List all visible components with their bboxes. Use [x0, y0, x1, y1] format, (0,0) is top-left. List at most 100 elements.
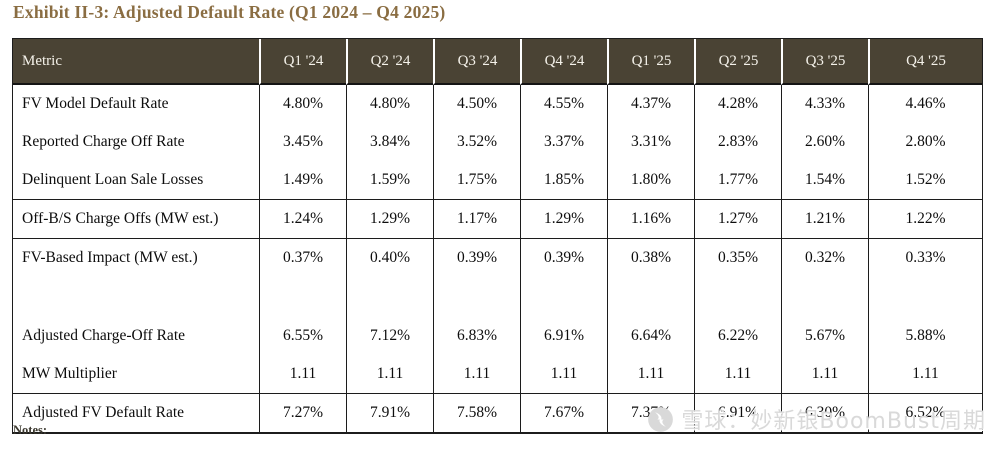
- value-cell: 6.52%: [868, 394, 982, 433]
- xueqiu-snowball-logo-icon: [647, 406, 674, 433]
- value-cell: 4.46%: [868, 85, 982, 123]
- value-cell: 6.91%: [520, 317, 607, 355]
- table-row: Reported Charge Off Rate 3.45% 3.84% 3.52% 3…: [13, 123, 982, 161]
- value-cell: 1.29%: [520, 200, 607, 239]
- value-cell: 1.24%: [259, 200, 346, 239]
- value-cell: 2.60%: [781, 123, 868, 161]
- value-cell: 6.55%: [259, 317, 346, 355]
- column-header-q4-24: Q4 '24: [520, 39, 607, 85]
- metric-cell: Reported Charge Off Rate: [13, 123, 259, 161]
- value-cell: [694, 277, 781, 317]
- column-header-q1-25: Q1 '25: [607, 39, 694, 85]
- value-cell: 6.83%: [433, 317, 520, 355]
- value-cell: 1.49%: [259, 161, 346, 200]
- value-cell: 0.35%: [694, 239, 781, 277]
- value-cell: [520, 277, 607, 317]
- value-cell: 1.52%: [868, 161, 982, 200]
- value-cell: 1.54%: [781, 161, 868, 200]
- value-cell: 3.45%: [259, 123, 346, 161]
- value-cell: 7.91%: [346, 394, 433, 433]
- metric-cell: FV-Based Impact (MW est.): [13, 239, 259, 277]
- watermark-text: 雪球：妙新银BoomBust周期: [681, 409, 986, 434]
- value-cell: 4.33%: [781, 85, 868, 123]
- table-body: FV Model Default Rate 4.80% 4.80% 4.50% 4.55…: [13, 85, 982, 433]
- header-row: Metric Q1 '24 Q2 '24 Q3 '24 Q4 '24 Q1 '2…: [13, 39, 982, 85]
- spacer-row: [13, 277, 982, 317]
- column-header-q1-24: Q1 '24: [259, 39, 346, 85]
- value-cell: 0.39%: [433, 239, 520, 277]
- value-cell: 1.29%: [346, 200, 433, 239]
- column-header-q3-24: Q3 '24: [433, 39, 520, 85]
- value-cell: 7.12%: [346, 317, 433, 355]
- page-title: Exhibit II-3: Adjusted Default Rate (Q1 …: [13, 2, 446, 22]
- value-cell: 1.11: [781, 355, 868, 394]
- value-cell: 1.80%: [607, 161, 694, 200]
- value-cell: 1.77%: [694, 161, 781, 200]
- value-cell: 4.55%: [520, 85, 607, 123]
- value-cell: 1.11: [694, 355, 781, 394]
- table-row: Off-B/S Charge Offs (MW est.) 1.24% 1.29% 1…: [13, 200, 982, 239]
- value-cell: 1.59%: [346, 161, 433, 200]
- value-cell: 6.22%: [694, 317, 781, 355]
- value-cell: 1.27%: [694, 200, 781, 239]
- table-row: FV Model Default Rate 4.80% 4.80% 4.50% 4.55…: [13, 85, 982, 123]
- value-cell: 1.11: [346, 355, 433, 394]
- value-cell: 2.80%: [868, 123, 982, 161]
- value-cell: 0.37%: [259, 239, 346, 277]
- value-cell: 4.28%: [694, 85, 781, 123]
- column-header-q2-24: Q2 '24: [346, 39, 433, 85]
- value-cell: 1.11: [520, 355, 607, 394]
- metric-cell: MW Multiplier: [13, 355, 259, 394]
- value-cell: 0.33%: [868, 239, 982, 277]
- value-cell: 1.85%: [520, 161, 607, 200]
- table-row: Adjusted Charge-Off Rate 6.55% 7.12% 6.83% 6…: [13, 317, 982, 355]
- value-cell: 1.11: [607, 355, 694, 394]
- value-cell: 5.88%: [868, 317, 982, 355]
- value-cell: 4.80%: [346, 85, 433, 123]
- metric-cell: Adjusted FV Default Rate: [13, 394, 259, 433]
- adjusted-default-rate-table: Metric Q1 '24 Q2 '24 Q3 '24 Q4 '24 Q1 '2…: [12, 38, 983, 434]
- value-cell: 3.31%: [607, 123, 694, 161]
- value-cell: 1.11: [433, 355, 520, 394]
- value-cell: [346, 277, 433, 317]
- value-cell: 3.52%: [433, 123, 520, 161]
- table-row: MW Multiplier 1.11 1.11 1.11 1.11 1.11 1.11 1.1…: [13, 355, 982, 394]
- table-header: Metric Q1 '24 Q2 '24 Q3 '24 Q4 '24 Q1 '2…: [13, 39, 982, 85]
- metric-cell: Adjusted Charge-Off Rate: [13, 317, 259, 355]
- notes-label: Notes:: [13, 423, 48, 437]
- value-cell: 0.40%: [346, 239, 433, 277]
- column-header-q2-25: Q2 '25: [694, 39, 781, 85]
- value-cell: 1.11: [259, 355, 346, 394]
- value-cell: 4.37%: [607, 85, 694, 123]
- metric-cell: Delinquent Loan Sale Losses: [13, 161, 259, 200]
- value-cell: 1.22%: [868, 200, 982, 239]
- value-cell: 1.75%: [433, 161, 520, 200]
- metric-cell: [13, 277, 259, 317]
- value-cell: 0.32%: [781, 239, 868, 277]
- value-cell: 1.11: [868, 355, 982, 394]
- value-cell: 2.83%: [694, 123, 781, 161]
- value-cell: 0.39%: [520, 239, 607, 277]
- value-cell: 7.27%: [259, 394, 346, 433]
- value-cell: 6.64%: [607, 317, 694, 355]
- value-cell: 6.91%: [694, 394, 781, 433]
- metric-cell: FV Model Default Rate: [13, 85, 259, 123]
- watermark: 雪球：妙新银BoomBust周期: [647, 403, 986, 435]
- value-cell: 5.67%: [781, 317, 868, 355]
- column-header-q4-25: Q4 '25: [868, 39, 982, 85]
- value-cell: [607, 277, 694, 317]
- value-cell: 1.17%: [433, 200, 520, 239]
- value-cell: 7.67%: [520, 394, 607, 433]
- table-row: FV-Based Impact (MW est.) 0.37% 0.40% 0.39%…: [13, 239, 982, 277]
- value-cell: [433, 277, 520, 317]
- value-cell: 1.21%: [781, 200, 868, 239]
- value-cell: 0.38%: [607, 239, 694, 277]
- column-header-metric: Metric: [13, 39, 259, 85]
- value-cell: 3.84%: [346, 123, 433, 161]
- value-cell: 7.58%: [433, 394, 520, 433]
- value-cell: 4.50%: [433, 85, 520, 123]
- value-cell: [781, 277, 868, 317]
- table-row: Adjusted FV Default Rate 7.27% 7.91% 7.58% 7…: [13, 394, 982, 433]
- value-cell: [868, 277, 982, 317]
